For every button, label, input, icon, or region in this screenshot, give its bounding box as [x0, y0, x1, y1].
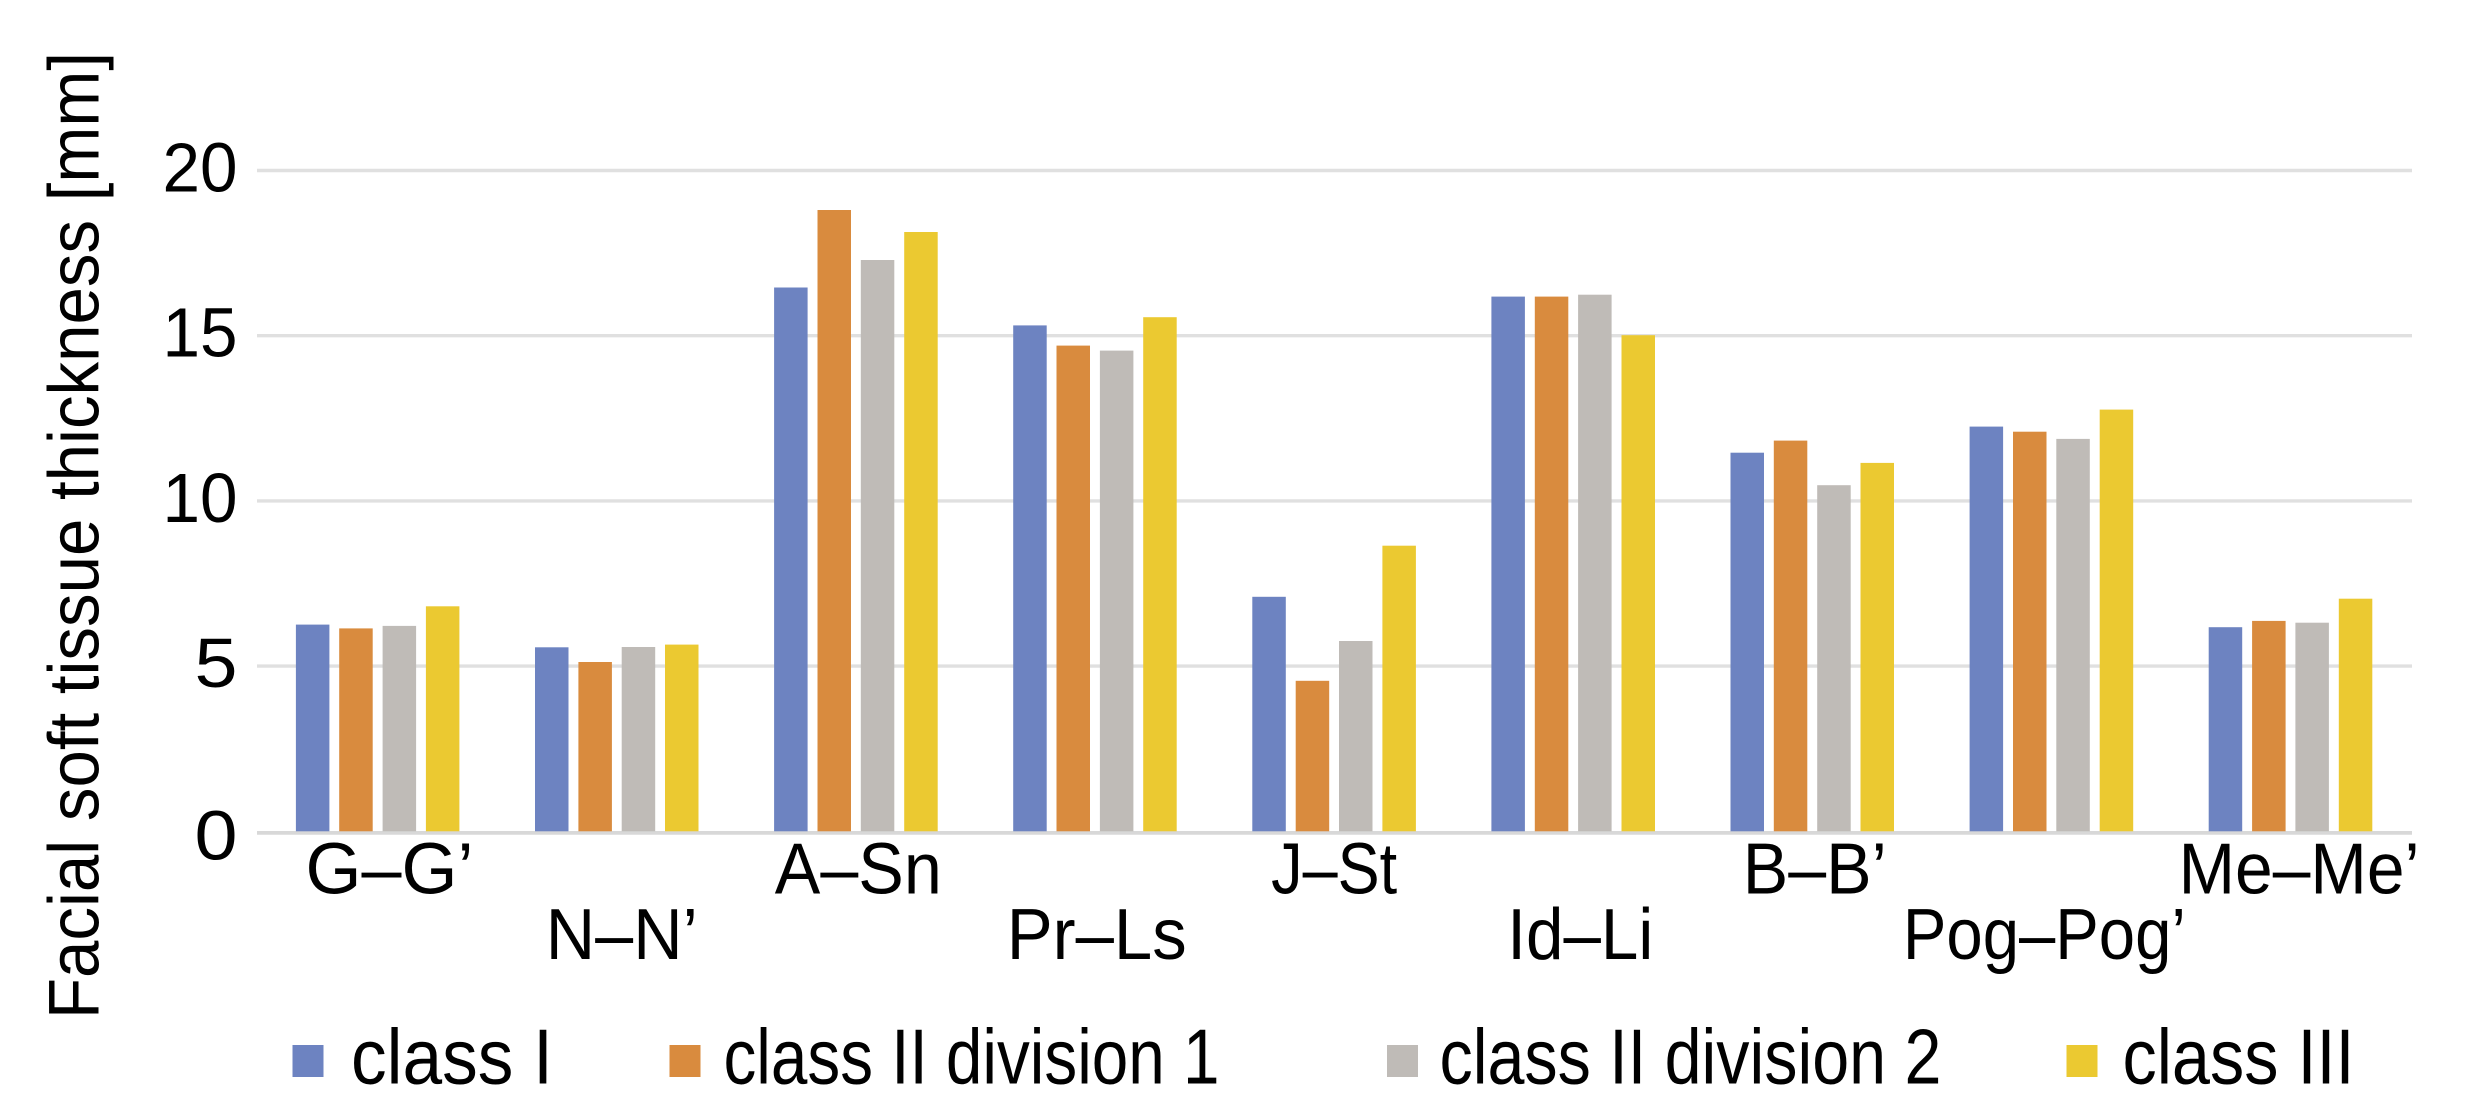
svg-text:class III: class III: [2123, 1013, 2355, 1101]
svg-text:class II division 2: class II division 2: [1440, 1013, 1942, 1101]
svg-text:5: 5: [195, 624, 238, 702]
svg-text:Id–Li: Id–Li: [1507, 895, 1653, 975]
svg-text:Pr–Ls: Pr–Ls: [1007, 895, 1187, 975]
svg-text:G–G’: G–G’: [306, 830, 474, 910]
svg-text:N–N’: N–N’: [546, 895, 698, 975]
svg-text:class II division 1: class II division 1: [724, 1013, 1220, 1101]
svg-text:20: 20: [163, 129, 238, 207]
svg-text:Pog–Pog’: Pog–Pog’: [1903, 895, 2186, 975]
svg-text:J–St: J–St: [1271, 830, 1397, 910]
svg-text:B–B’: B–B’: [1743, 830, 1887, 910]
svg-text:0: 0: [195, 797, 238, 875]
svg-text:10: 10: [163, 459, 238, 537]
svg-text:class I: class I: [351, 1013, 553, 1101]
svg-text:Facial soft tissue thickness [: Facial soft tissue thickness [mm]: [36, 52, 115, 1019]
svg-text:Me–Me’: Me–Me’: [2179, 830, 2420, 910]
svg-text:15: 15: [163, 294, 238, 372]
svg-text:A–Sn: A–Sn: [775, 830, 942, 910]
